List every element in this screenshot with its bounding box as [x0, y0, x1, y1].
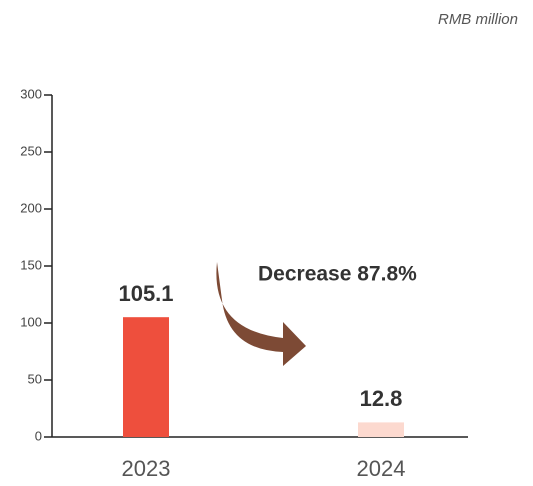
y-tick-label: 50 [28, 371, 42, 386]
y-tick-label: 100 [20, 314, 42, 329]
y-tick-label: 250 [20, 143, 42, 158]
bar [358, 422, 404, 437]
x-tick-label: 2024 [357, 456, 406, 481]
y-tick-label: 150 [20, 257, 42, 272]
x-tick-label: 2023 [122, 456, 171, 481]
bar [123, 317, 169, 437]
value-label: 12.8 [360, 386, 403, 411]
y-tick-label: 200 [20, 200, 42, 215]
decrease-arrow [216, 262, 306, 366]
annotation: Decrease 87.8% [258, 263, 417, 286]
value-label: 105.1 [118, 281, 173, 306]
y-tick-label: 0 [35, 428, 42, 443]
y-tick-label: 300 [20, 86, 42, 101]
unit-label: RMB million [438, 11, 518, 28]
